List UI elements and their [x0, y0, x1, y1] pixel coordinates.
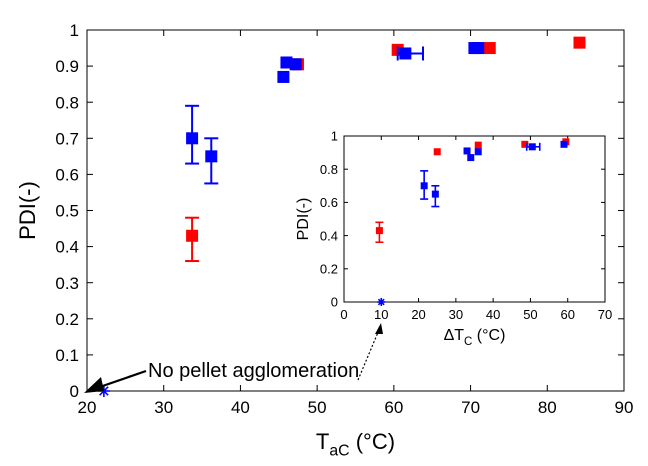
main-data-point-blue: [289, 58, 302, 71]
inset-data-point-red: [521, 140, 529, 148]
inset-data-point-blue: [463, 147, 471, 155]
annotation-no-pellet-agglomeration: No pellet agglomeration: [148, 360, 359, 382]
main-x-axis-label-sub: aC: [329, 443, 349, 460]
inset-x-tick-label: 70: [598, 307, 612, 322]
main-data-point-blue: [399, 47, 412, 60]
inset-data-point-blue: [474, 148, 482, 156]
main-x-tick-label: 60: [384, 398, 403, 417]
main-y-tick-label: 0: [70, 382, 79, 401]
inset-y-axis-label: PDI(-): [295, 198, 312, 241]
dotted-link-line: [357, 329, 380, 381]
main-x-tick-label: 90: [615, 398, 634, 417]
main-y-tick-label: 0.2: [55, 310, 79, 329]
inset-data-point-blue: [467, 154, 475, 162]
main-y-tick-label: 0.9: [55, 57, 79, 76]
main-data-point-blue: [205, 150, 218, 163]
main-y-tick-label: 0.1: [55, 346, 79, 365]
inset-data-point-blue: [431, 190, 439, 198]
inset-y-tick-label: 0: [331, 295, 338, 310]
inset-x-axis-label: ΔTC (°C): [444, 327, 506, 348]
main-data-point-blue: [277, 70, 290, 83]
main-data-point-red: [186, 229, 199, 242]
main-data-point-red: [573, 36, 586, 49]
inset-data-point-blue-star: [377, 298, 386, 306]
main-x-tick-label: 70: [461, 398, 480, 417]
inset-x-axis-label-sub: C: [464, 336, 472, 348]
annotation-arrow-head: [84, 377, 104, 393]
inset-y-tick-label: 0.2: [320, 261, 338, 276]
main-y-tick-label: 0.3: [55, 274, 79, 293]
main-data-point-red: [483, 42, 496, 55]
main-x-tick-label: 50: [308, 398, 327, 417]
dotted-link-arrow-head: [375, 323, 383, 334]
inset-x-tick-label: 20: [411, 307, 425, 322]
inset-x-tick-label: 40: [486, 307, 500, 322]
inset-y-tick-label: 0.8: [320, 162, 338, 177]
main-x-tick-label: 80: [538, 398, 557, 417]
main-x-axis-label-unit: (°C): [350, 429, 395, 454]
annotations: No pellet agglomeration: [84, 323, 383, 393]
inset-y-tick-label: 0.6: [320, 195, 338, 210]
main-data-point-blue: [280, 56, 293, 69]
main-y-tick-label: 0.4: [55, 238, 79, 257]
main-y-tick-label: 0.6: [55, 166, 79, 185]
inset-x-axis-label-unit: (°C): [472, 327, 505, 344]
inset-y-tick-label: 0.4: [320, 228, 338, 243]
main-x-tick-label: 20: [78, 398, 97, 417]
inset-data-point-red: [474, 141, 482, 149]
inset-chart: 0 10 20 30 40 50 60 70 0 0.2 0.4 0.6 0.8 1 ΔTC (°C) PDI…: [295, 129, 612, 348]
main-y-tick-label: 0.8: [55, 93, 79, 112]
inset-x-tick-label: 0: [340, 307, 347, 322]
main-x-axis-label: TaC (°C): [316, 429, 395, 460]
main-data-point-blue: [186, 132, 199, 145]
inset-x-tick-label: 30: [449, 307, 463, 322]
inset-data-point-blue: [528, 143, 536, 151]
inset-x-tick-label: 60: [560, 307, 574, 322]
inset-x-tick-label: 50: [523, 307, 537, 322]
inset-data-point-red: [375, 227, 383, 235]
main-x-tick-label: 40: [231, 398, 250, 417]
inset-plot-area: [343, 135, 606, 303]
main-y-tick-label: 0.7: [55, 129, 79, 148]
inset-x-axis-label-main: ΔT: [444, 327, 465, 344]
main-data-point-blue: [472, 42, 485, 55]
main-y-axis-label: PDI(-): [15, 181, 40, 240]
inset-data-point-blue: [420, 182, 428, 190]
inset-data-point-red: [433, 148, 441, 156]
inset-data-point-blue: [560, 140, 568, 148]
inset-y-tick-label: 1: [331, 129, 338, 144]
main-y-tick-label: 0.5: [55, 202, 79, 221]
inset-star-stroke: [377, 298, 385, 306]
main-y-tick-label: 1: [70, 21, 79, 40]
main-x-tick-label: 30: [154, 398, 173, 417]
main-x-axis-label-main: T: [316, 429, 329, 454]
inset-x-tick-label: 10: [374, 307, 388, 322]
